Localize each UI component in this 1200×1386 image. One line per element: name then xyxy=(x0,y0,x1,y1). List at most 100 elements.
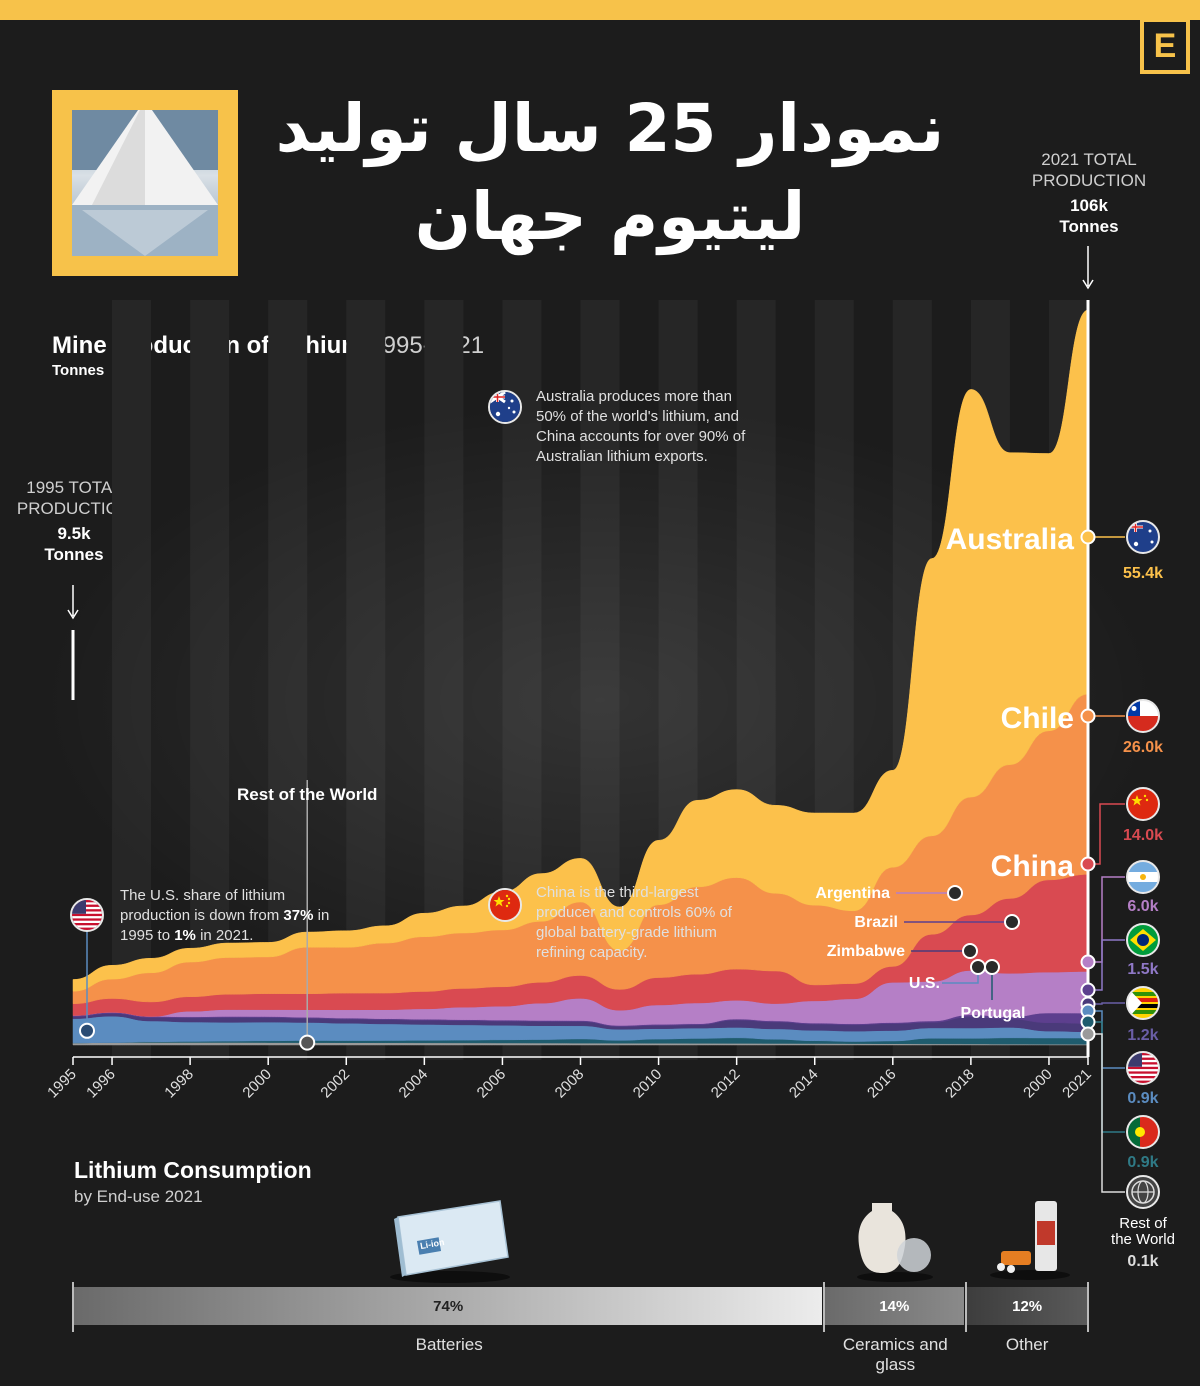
u-s--flag-icon xyxy=(1126,1051,1160,1085)
x-tick-label: 2014 xyxy=(786,1066,822,1102)
total-2021-unit: Tonnes xyxy=(1059,217,1119,236)
persian-title: نمودار 25 سال تولید لیتیوم جهان xyxy=(275,90,945,255)
salt-pile-image xyxy=(72,110,218,256)
china-area-label: China xyxy=(991,850,1075,883)
argentina-end-marker xyxy=(1080,954,1096,970)
total-1995: 1995 TOTAL PRODUCTION 9.5k Tonnes xyxy=(14,477,134,565)
zimbabwe-end-value: 1.2k xyxy=(1127,1027,1158,1044)
batteries-percent: 74% xyxy=(433,1297,464,1315)
australia-end-marker xyxy=(1080,529,1096,545)
u-s--end-value: 0.9k xyxy=(1127,1090,1158,1107)
australia-flag-icon xyxy=(1126,520,1160,554)
zimbabwe-callout-label: Zimbabwe xyxy=(827,943,905,960)
other-percent: 12% xyxy=(1012,1297,1043,1315)
salt-photo-frame xyxy=(52,90,238,276)
australia-area-label: Australia xyxy=(946,523,1075,556)
u-s--callout-label: U.S. xyxy=(909,975,940,992)
china-end-value: 14.0k xyxy=(1123,827,1163,844)
consumption-subtitle: by End-use 2021 xyxy=(74,1187,203,1206)
x-tick-label: 1998 xyxy=(161,1066,197,1102)
battery-icon: Li-ion xyxy=(380,1195,520,1290)
australia-end-value: 55.4k xyxy=(1123,565,1163,582)
end-arrow-icon xyxy=(1082,246,1094,290)
x-tick-label: 2018 xyxy=(942,1066,978,1102)
total-2021-value: 106k xyxy=(1070,196,1108,215)
brazil-flag-icon xyxy=(1126,923,1160,957)
row-marker xyxy=(299,1034,316,1051)
chart-unit: Tonnes xyxy=(52,362,105,379)
rest-of-the-world-end-line xyxy=(1088,1033,1125,1193)
other-segment: 12% xyxy=(966,1287,1088,1325)
total-2021-line1: 2021 TOTAL xyxy=(1041,150,1137,169)
argentina-callout-label: Argentina xyxy=(815,885,890,902)
chile-area-label: Chile xyxy=(1001,702,1074,735)
total-1995-line1: 1995 TOTAL xyxy=(26,478,122,497)
portugal-marker xyxy=(984,959,1000,975)
rest-of-the-world-end-marker xyxy=(1080,1026,1096,1042)
area-australia xyxy=(72,309,1089,992)
china-note: China is the third-largest producer and … xyxy=(536,884,732,961)
x-tick-label: 2021 xyxy=(1059,1066,1095,1102)
callouts: Rest of the World Argentina Brazil Zimbabwe… xyxy=(79,523,1075,1051)
argentina-marker xyxy=(947,885,963,901)
vase-icon xyxy=(850,1195,940,1290)
row-end-name-line2: the World xyxy=(1111,1231,1175,1248)
other-label: Other xyxy=(1005,1335,1049,1354)
x-tick-label: 2004 xyxy=(396,1066,432,1102)
stacked-areas xyxy=(72,309,1089,1046)
portugal-callout-label: Portugal xyxy=(961,1005,1026,1022)
x-tick-label: 2012 xyxy=(708,1066,744,1102)
total-1995-value: 9.5k xyxy=(57,524,91,543)
x-tick-label: 2010 xyxy=(630,1066,666,1102)
x-tick-label: 2000 xyxy=(1020,1066,1056,1102)
china-flag-icon xyxy=(488,888,522,922)
rest-of-the-world-flag-icon xyxy=(1126,1175,1160,1209)
us-flag-icon xyxy=(70,898,104,932)
australia-note: Australia produces more than 50% of the … xyxy=(536,388,746,465)
x-tick-label: 2006 xyxy=(474,1066,510,1102)
brazil-callout-label: Brazil xyxy=(854,914,898,931)
zimbabwe-flag-icon xyxy=(1126,986,1160,1020)
x-tick-label: 2000 xyxy=(239,1066,275,1102)
brand-logo[interactable]: E xyxy=(1140,18,1190,74)
total-2021: 2021 TOTAL PRODUCTION 106k Tonnes xyxy=(1026,149,1152,237)
brazil-end-marker xyxy=(1080,982,1096,998)
batteries-segment: 74% xyxy=(74,1287,823,1325)
china-flag-icon xyxy=(1126,787,1160,821)
batteries-label: Batteries xyxy=(415,1335,483,1354)
brazil-marker xyxy=(1004,914,1020,930)
ceramics-and-glass-label: Ceramics and glass xyxy=(842,1335,948,1374)
row-callout-label: Rest of the World xyxy=(237,785,377,804)
brand-logo-letter: E xyxy=(1153,26,1177,65)
x-tick-label: 2008 xyxy=(552,1066,588,1102)
argentina-end-line xyxy=(1088,876,1125,963)
x-tick-label: 2016 xyxy=(864,1066,900,1102)
top-accent-bar xyxy=(0,0,1200,20)
brazil-end-value: 1.5k xyxy=(1127,961,1158,978)
portugal-end-value: 0.9k xyxy=(1127,1154,1158,1171)
chile-end-marker xyxy=(1080,708,1096,724)
chile-end-value: 26.0k xyxy=(1123,739,1163,756)
total-2021-line2: PRODUCTION xyxy=(1031,171,1147,190)
start-arrow-icon xyxy=(67,585,79,620)
argentina-end-value: 6.0k xyxy=(1127,898,1158,915)
x-tick-label: 1995 xyxy=(44,1066,80,1102)
x-tick-label: 1996 xyxy=(83,1066,119,1102)
ceramics-and-glass-segment: 14% xyxy=(824,1287,965,1325)
other-products-icon xyxy=(985,1195,1075,1290)
australia-flag-icon xyxy=(488,390,522,424)
x-tick-label: 2002 xyxy=(317,1066,353,1102)
us-start-marker xyxy=(79,1022,95,1039)
us-note: The U.S. share of lithium production is … xyxy=(120,886,340,946)
argentina-flag-icon xyxy=(1126,860,1160,894)
consumption-title: Lithium Consumption xyxy=(74,1157,312,1183)
us-note-mid: in 1995 to xyxy=(120,907,330,944)
ceramics-and-glass-percent: 14% xyxy=(879,1297,910,1315)
u-s--marker xyxy=(970,959,986,975)
total-1995-unit: Tonnes xyxy=(44,545,104,564)
zimbabwe-marker xyxy=(962,943,978,959)
row-end-name-line1: Rest of xyxy=(1119,1215,1167,1232)
rest-of-the-world-end-value: 0.1k xyxy=(1127,1253,1158,1270)
chile-flag-icon xyxy=(1126,699,1160,733)
